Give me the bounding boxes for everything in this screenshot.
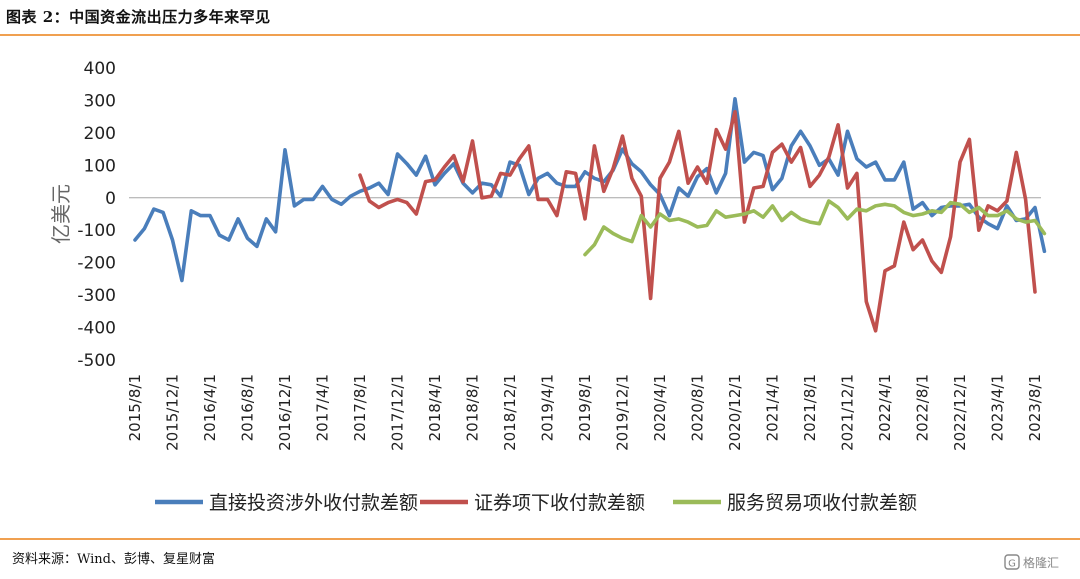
series-line-2 <box>358 110 1037 333</box>
x-tick-label: 2022/4/1 <box>876 374 894 441</box>
x-tick-label: 2018/8/1 <box>464 374 482 441</box>
x-tick-label: 2015/8/1 <box>126 374 144 441</box>
header: 图表 2：中国资金流出压力多年来罕见 <box>0 0 1080 36</box>
legend-label-2: 证券项下收付款差额 <box>474 492 645 514</box>
bottom-rule <box>0 538 1080 540</box>
x-tick-label: 2023/8/1 <box>1026 374 1044 441</box>
y-tick-label: -500 <box>77 351 116 371</box>
y-tick-label: 400 <box>84 59 116 79</box>
x-tick-label: 2016/4/1 <box>201 374 219 441</box>
y-tick-label: 300 <box>84 91 116 111</box>
legend-label-1: 直接投资涉外收付款差额 <box>209 492 418 514</box>
x-tick-label: 2020/4/1 <box>651 374 669 441</box>
y-tick-label: 100 <box>84 156 116 176</box>
chart-area: 400 300 200 100 0 -100 -200 -300 -400 -500 2015/8… <box>0 36 1080 536</box>
brand-logo: G 格隆汇 <box>1004 554 1059 570</box>
line-chart: 400 300 200 100 0 -100 -200 -300 -400 -500 2015/8… <box>49 59 1047 514</box>
x-tick-label: 2019/4/1 <box>539 374 557 441</box>
x-tick-label: 2019/12/1 <box>614 374 632 451</box>
x-tick-label: 2017/4/1 <box>314 374 332 441</box>
x-tick-label: 2021/8/1 <box>801 374 819 441</box>
x-axis: 2015/8/1 2015/12/1 2016/4/1 2016/8/1 2016/12… <box>126 197 1044 451</box>
x-tick-label: 2017/12/1 <box>389 374 407 451</box>
svg-text:G: G <box>1008 559 1016 570</box>
svg-text:格隆汇: 格隆汇 <box>1023 555 1059 570</box>
y-tick-label: 0 <box>105 189 116 209</box>
x-tick-label: 2021/4/1 <box>764 374 782 441</box>
legend: 直接投资涉外收付款差额 证券项下收付款差额 服务贸易项收付款差额 <box>155 492 917 514</box>
series-line-3 <box>583 199 1047 257</box>
x-tick-label: 2018/12/1 <box>501 374 519 451</box>
x-tick-label: 2015/12/1 <box>164 374 182 451</box>
x-tick-label: 2020/12/1 <box>726 374 744 451</box>
y-tick-label: 200 <box>84 124 116 144</box>
x-tick-label: 2020/8/1 <box>689 374 707 441</box>
source-note: 资料来源：Wind、彭博、复星财富 <box>12 552 215 567</box>
x-tick-label: 2019/8/1 <box>576 374 594 441</box>
series-lines <box>133 96 1047 333</box>
x-tick-label: 2021/12/1 <box>839 374 857 451</box>
figure-title: 图表 2：中国资金流出压力多年来罕见 <box>6 8 271 26</box>
x-tick-label: 2018/4/1 <box>426 374 444 441</box>
x-tick-label: 2022/8/1 <box>914 374 932 441</box>
y-tick-label: -200 <box>77 254 116 274</box>
x-tick-label: 2016/12/1 <box>276 374 294 451</box>
y-tick-label: -300 <box>77 286 116 306</box>
top-rule <box>0 34 1080 36</box>
x-tick-label: 2016/8/1 <box>239 374 257 441</box>
y-axis-label: 亿美元 <box>49 184 73 244</box>
legend-label-3: 服务贸易项收付款差额 <box>727 492 917 514</box>
y-tick-label: -400 <box>77 319 116 339</box>
y-tick-label: -100 <box>77 221 116 241</box>
x-tick-label: 2023/4/1 <box>989 374 1007 441</box>
x-tick-label: 2022/12/1 <box>951 374 969 451</box>
x-tick-label: 2017/8/1 <box>351 374 369 441</box>
y-axis: 400 300 200 100 0 -100 -200 -300 -400 -500 <box>77 59 116 371</box>
